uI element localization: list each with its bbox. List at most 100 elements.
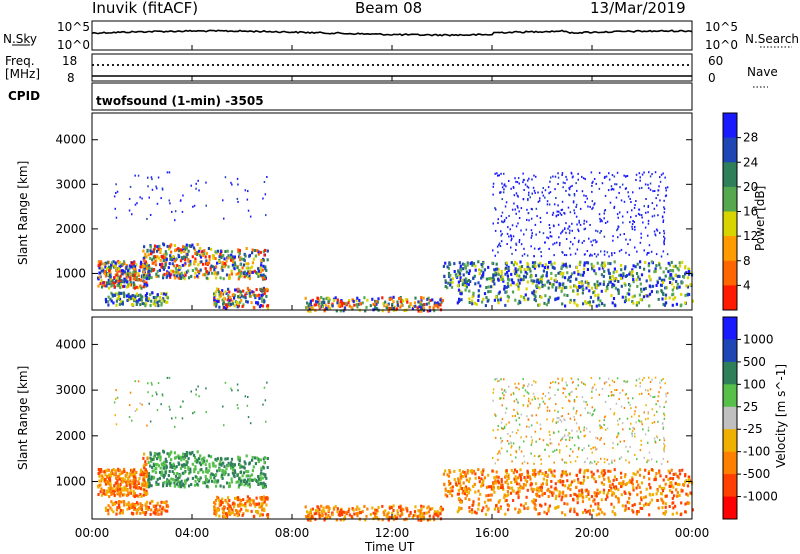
data-cell	[492, 456, 494, 459]
data-cell	[226, 249, 229, 253]
data-cell	[150, 267, 153, 271]
data-cell	[569, 488, 572, 491]
data-cell	[568, 232, 571, 235]
data-cell	[498, 449, 501, 452]
data-cell	[634, 432, 636, 435]
data-cell	[533, 380, 535, 383]
data-cell	[492, 488, 495, 491]
data-cell	[658, 263, 661, 267]
data-cell	[201, 253, 204, 257]
data-cell	[376, 300, 379, 304]
data-cell	[593, 253, 596, 255]
data-cell	[108, 490, 111, 494]
data-cell	[381, 309, 384, 313]
data-cell	[640, 481, 644, 485]
data-cell	[613, 487, 616, 491]
data-cell	[607, 189, 610, 192]
data-cell	[501, 388, 503, 391]
data-cell	[513, 400, 516, 403]
data-cell	[249, 215, 252, 218]
data-cell	[457, 288, 461, 292]
data-cell	[559, 242, 561, 244]
data-cell	[482, 271, 485, 275]
data-cell	[531, 232, 533, 235]
data-cell	[594, 446, 596, 449]
data-cell	[501, 392, 504, 395]
data-cell	[156, 202, 159, 205]
data-cell	[515, 180, 517, 183]
data-cell	[244, 504, 247, 508]
data-cell	[248, 485, 251, 489]
data-cell	[515, 225, 518, 228]
data-cell	[663, 417, 666, 420]
data-cell	[654, 475, 657, 479]
data-cell	[252, 514, 255, 518]
data-cell	[162, 475, 165, 479]
data-cell	[632, 278, 635, 281]
data-cell	[129, 275, 132, 278]
data-cell	[539, 277, 542, 281]
data-cell	[665, 510, 668, 514]
data-cell	[265, 420, 267, 423]
data-cell	[586, 403, 588, 406]
data-cell	[234, 263, 237, 267]
data-cell	[617, 291, 620, 295]
data-cell	[358, 298, 361, 302]
data-cell	[182, 400, 184, 403]
data-cell	[532, 392, 535, 395]
data-cell	[494, 378, 496, 381]
data-cell	[193, 483, 197, 487]
data-cell	[248, 482, 251, 486]
data-cell	[523, 440, 525, 443]
data-cell	[130, 511, 134, 515]
data-cell	[153, 508, 156, 512]
data-cell	[556, 297, 559, 301]
data-cell	[154, 467, 157, 471]
data-cell	[145, 475, 149, 479]
data-cell	[681, 281, 684, 284]
data-cell	[419, 511, 422, 515]
data-cell	[406, 509, 409, 513]
data-cell	[559, 449, 561, 452]
data-cell	[646, 461, 648, 464]
data-cell	[408, 304, 411, 308]
data-cell	[119, 491, 123, 495]
data-cell	[133, 482, 136, 486]
data-cell	[637, 212, 640, 215]
data-cell	[569, 454, 571, 457]
data-cell	[174, 456, 177, 460]
data-cell	[647, 234, 649, 237]
data-cell	[610, 188, 613, 191]
data-cell	[653, 214, 656, 217]
data-cell	[212, 464, 215, 468]
data-cell	[484, 304, 487, 308]
data-cell	[506, 440, 509, 442]
data-cell	[541, 472, 544, 476]
data-cell	[172, 462, 175, 466]
data-cell	[444, 261, 447, 265]
data-cell	[617, 423, 619, 426]
data-cell	[641, 216, 643, 219]
data-cell	[451, 281, 454, 284]
data-cell	[173, 244, 176, 247]
data-cell	[594, 293, 597, 297]
data-cell	[497, 273, 500, 277]
data-cell	[500, 191, 502, 194]
data-cell	[547, 509, 550, 513]
data-cell	[118, 284, 121, 288]
data-cell	[249, 474, 252, 478]
data-cell	[145, 298, 148, 302]
data-cell	[585, 280, 588, 284]
data-cell	[174, 266, 178, 270]
data-cell	[242, 303, 245, 307]
data-cell	[459, 279, 462, 282]
data-cell	[613, 413, 615, 416]
data-cell	[500, 483, 503, 487]
data-cell	[570, 377, 573, 380]
data-cell	[492, 276, 495, 280]
data-cell	[606, 458, 609, 461]
data-cell	[605, 285, 609, 289]
data-cell	[561, 174, 563, 176]
data-cell	[631, 295, 634, 299]
data-cell	[659, 266, 662, 270]
